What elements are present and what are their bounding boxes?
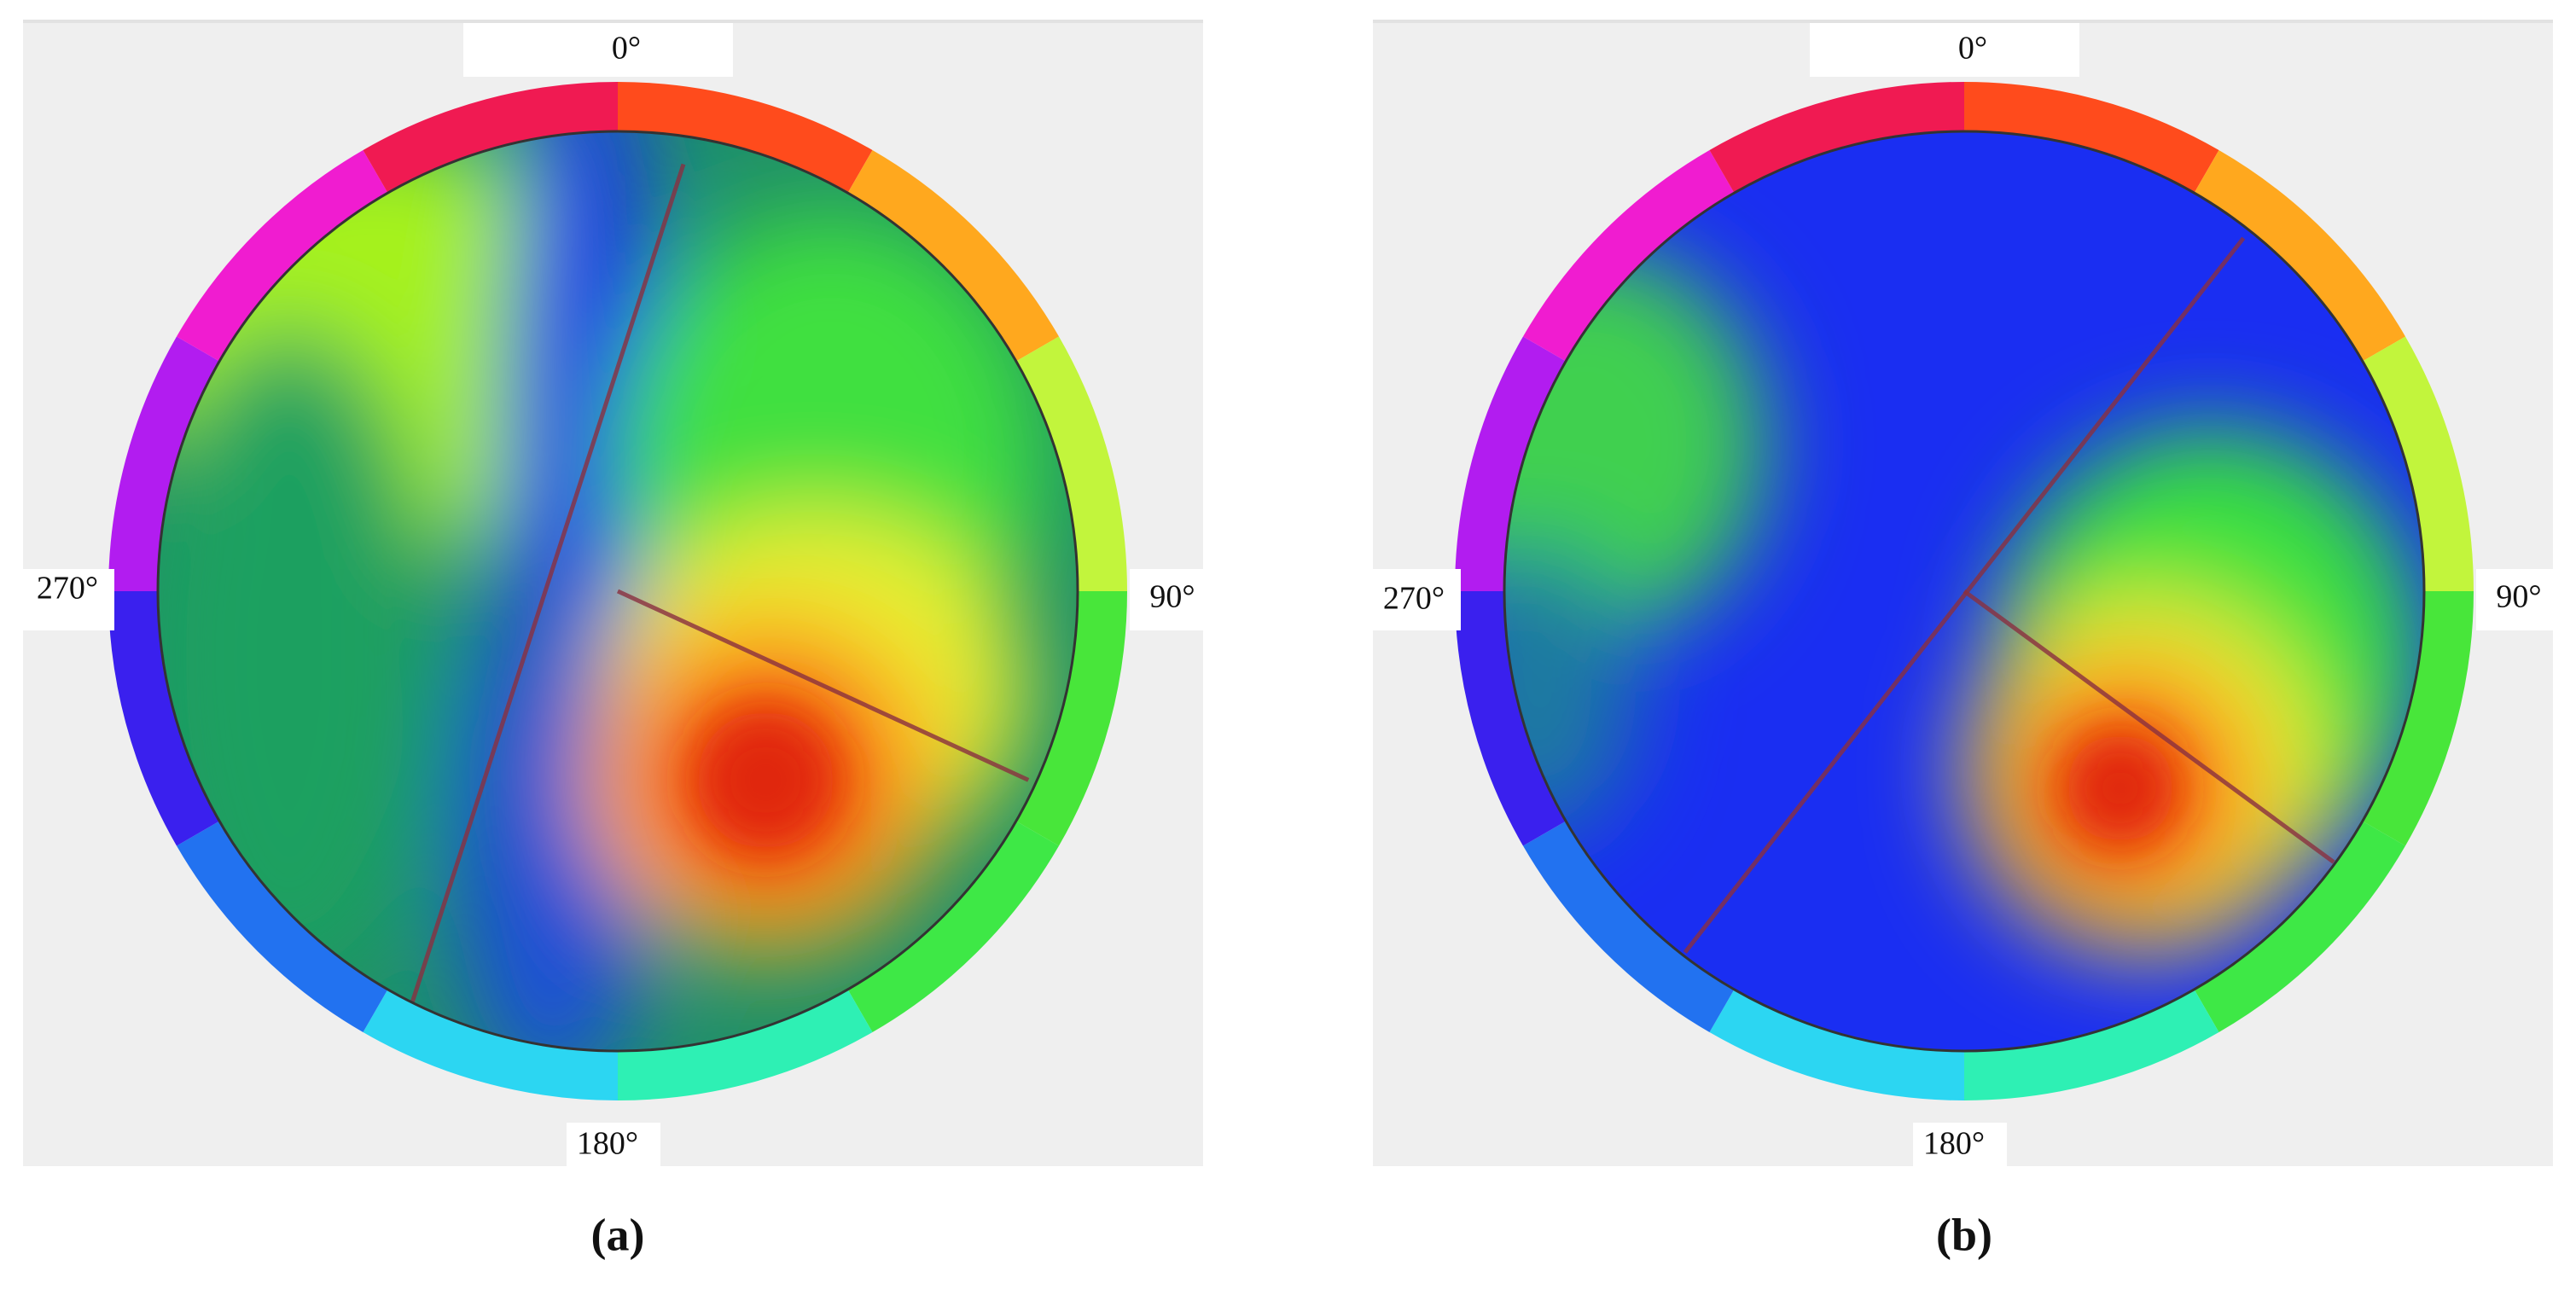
heatmap-hotspot [696, 711, 835, 850]
hue-ring-segment [1015, 591, 1127, 846]
angle-label-left: 270° [1383, 581, 1445, 617]
angle-label-top: 0° [612, 31, 641, 67]
hue-ring-segment [618, 989, 873, 1100]
hue-ring-segment [2194, 821, 2406, 1033]
heatmap [158, 131, 1078, 1051]
direction-line [1963, 589, 2335, 864]
caption: (b) [1936, 1209, 1992, 1260]
direction-line [616, 589, 1030, 782]
heatmap [1504, 131, 2424, 1051]
hue-ring-segment [176, 149, 388, 362]
caption: (a) [591, 1209, 645, 1260]
top-strip [1373, 20, 2553, 23]
angle-label-right: 90° [2496, 579, 2541, 615]
top-strip [23, 20, 1203, 23]
hue-ring-segment [847, 821, 1060, 1033]
angle-label-left: 270° [37, 571, 98, 607]
angle-label-left-box [20, 569, 114, 630]
heatmap-border [156, 130, 1079, 1053]
heat-blob [1504, 542, 1636, 838]
angle-label-bottom-box [567, 1123, 660, 1166]
angle-label-bottom: 180° [577, 1126, 638, 1162]
angle-label-bottom: 180° [1923, 1126, 1985, 1162]
hue-ring-segment [2362, 591, 2474, 846]
heatmap-border [1503, 130, 2426, 1053]
hue-ring-segment [1522, 149, 1735, 362]
hue-ring-segment [1709, 989, 1964, 1100]
angle-label-left-box [1367, 569, 1461, 630]
heat-blob [453, 574, 651, 1051]
direction-line [1683, 236, 2246, 955]
hotspot-core [696, 711, 835, 850]
hue-ring-segment [1964, 82, 2219, 194]
angle-label-top-box [463, 23, 733, 77]
hue-ring-segment [618, 82, 873, 194]
angle-label-right-box [2476, 569, 2561, 630]
hue-ring-segment [1964, 989, 2219, 1100]
hue-ring-segment [2362, 336, 2474, 591]
hue-ring-segment [1709, 82, 1964, 194]
angle-label-top: 0° [1958, 31, 1987, 67]
hue-ring-segment [1455, 336, 1567, 591]
heat-blob [1504, 246, 1767, 641]
hue-ring-segment [363, 82, 618, 194]
hue-ring-segment [1455, 591, 1567, 846]
angle-label-right-box [1130, 569, 1215, 630]
angle-label-bottom-box [1913, 1123, 2007, 1166]
angle-label-top-box [1810, 23, 2079, 77]
hue-ring-segment [847, 149, 1060, 362]
panel: 0° 90° 270° 180° (a) [20, 20, 1215, 1260]
hue-ring-segment [108, 336, 220, 591]
hue-ring-segment [176, 821, 388, 1033]
hue-ring-segment [2194, 149, 2406, 362]
hotspot-core [2066, 734, 2175, 843]
panel: 0° 90° 270° 180° (b) [1367, 20, 2561, 1260]
hue-ring-segment [1015, 336, 1127, 591]
hue-ring-segment [108, 591, 220, 846]
hue-ring-segment [1522, 821, 1735, 1033]
heatmap-hotspot [2066, 734, 2175, 843]
hue-ring-segment [363, 989, 618, 1100]
direction-line [410, 163, 686, 1003]
angle-label-right: 90° [1149, 579, 1195, 615]
